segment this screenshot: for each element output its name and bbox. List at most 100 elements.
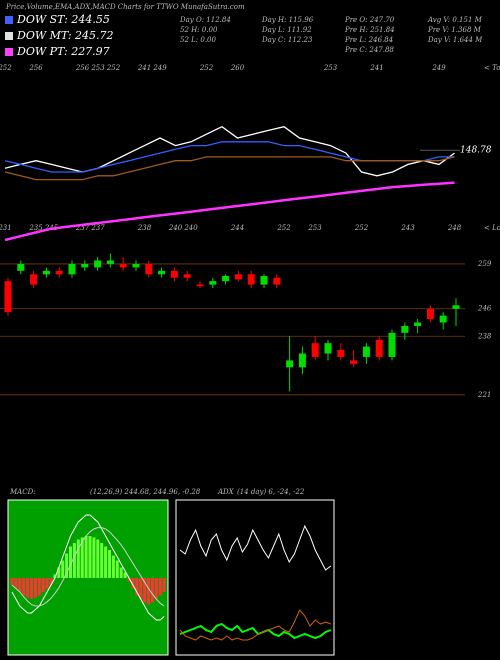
- histogram-bar: [150, 578, 154, 603]
- candle-body: [17, 263, 25, 271]
- candle-body: [452, 305, 460, 309]
- candle-body: [286, 360, 294, 368]
- legend-text: DOW MT: 245.72: [16, 29, 114, 42]
- legend-swatch: [5, 16, 13, 24]
- panel-title: MACD:: [9, 488, 36, 496]
- stat-text: Avg V: 0.151 M: [427, 16, 483, 24]
- y-tick-label: 221: [477, 391, 491, 399]
- top-label: 249: [431, 64, 446, 72]
- histogram-bar: [53, 574, 57, 578]
- histogram-bar: [33, 578, 37, 598]
- top-label: 241: [369, 64, 383, 72]
- candle-body: [375, 339, 383, 357]
- stat-text: Day L: 111.92: [261, 26, 312, 34]
- candle-body: [196, 284, 204, 287]
- legend-text: DOW ST: 244.55: [16, 13, 110, 26]
- candle-body: [132, 263, 140, 268]
- panel-params: (12,26,9) 244.68, 244.96, -0.28: [90, 488, 201, 496]
- top-label: 249: [152, 64, 167, 72]
- histogram-bar: [65, 553, 69, 578]
- macd-line: [11, 527, 165, 607]
- histogram-bar: [96, 539, 100, 578]
- histogram-bar: [162, 578, 166, 592]
- stat-text: Pre H: 251.84: [344, 26, 395, 34]
- histogram-bar: [14, 578, 18, 589]
- candle-body: [439, 315, 447, 323]
- histogram-bar: [139, 578, 143, 599]
- panel-title: ADX: [217, 488, 235, 496]
- stat-text: 52 H: 0.00: [180, 26, 218, 34]
- candle-body: [4, 281, 12, 313]
- adx-line: [179, 622, 332, 640]
- legend-swatch: [5, 48, 13, 56]
- candle-body: [273, 277, 281, 285]
- low-label: 237: [90, 224, 105, 232]
- candle-body: [298, 353, 306, 368]
- histogram-bar: [119, 567, 123, 578]
- histogram-bar: [127, 578, 131, 582]
- histogram-bar: [108, 550, 111, 578]
- stat-text: Pre O: 247.70: [344, 16, 395, 24]
- ema-line: [4, 156, 455, 181]
- histogram-bar: [61, 560, 65, 578]
- candle-body: [426, 308, 434, 320]
- candle-body: [401, 325, 409, 333]
- low-label: 237: [75, 224, 90, 232]
- top-label: 252: [0, 64, 12, 72]
- histogram-bar: [80, 537, 84, 578]
- candle-body: [337, 350, 345, 357]
- ema-line: [4, 181, 455, 242]
- top-label: 252: [199, 64, 214, 72]
- candle-body: [158, 270, 166, 275]
- candle-body: [260, 276, 268, 285]
- candle-body: [414, 322, 422, 326]
- top-label: 253: [323, 64, 338, 72]
- candle-body: [234, 274, 242, 280]
- candle-body: [55, 270, 63, 275]
- panel: [7, 499, 169, 656]
- candle-body: [119, 263, 127, 268]
- histogram-bar: [115, 560, 119, 578]
- histogram-bar: [135, 578, 139, 596]
- histogram-bar: [57, 567, 61, 578]
- low-label: 240: [168, 224, 183, 232]
- top-label: 256: [75, 64, 90, 72]
- candle-body: [247, 274, 255, 285]
- candle-body: [30, 274, 38, 285]
- histogram-bar: [104, 546, 108, 578]
- y-tick-label: 238: [477, 332, 492, 340]
- histogram-bar: [154, 578, 158, 599]
- top-label: 256: [28, 64, 43, 72]
- low-label: 244: [230, 224, 244, 232]
- low-label: 238: [137, 224, 152, 232]
- histogram-bar: [30, 578, 33, 599]
- top-label: 253: [90, 64, 105, 72]
- histogram-bar: [111, 555, 115, 578]
- stat-text: Day O: 112.84: [179, 16, 231, 24]
- histogram-bar: [22, 578, 26, 596]
- legend-text: DOW PT: 227.97: [16, 45, 110, 58]
- page-title: Price,Volume,EMA,ADX,MACD Charts for TTW…: [5, 3, 245, 11]
- histogram-bar: [45, 578, 49, 589]
- histogram-bar: [92, 537, 96, 578]
- low-label: 252: [276, 224, 291, 232]
- stat-text: Day H: 115.96: [261, 16, 314, 24]
- stat-text: Pre L: 246.84: [344, 36, 393, 44]
- macd-line: [11, 514, 165, 621]
- candle-body: [68, 263, 76, 275]
- candle-body: [106, 260, 114, 264]
- candle-body: [183, 274, 191, 278]
- top-label: 260: [230, 64, 245, 72]
- price-label: 148.78: [460, 146, 492, 156]
- histogram-bar: [88, 536, 92, 578]
- histogram-bar: [100, 543, 104, 578]
- histogram-bar: [143, 578, 147, 603]
- candle-body: [311, 343, 319, 357]
- low-label: 231: [0, 224, 12, 232]
- low-label: 253: [307, 224, 322, 232]
- stat-text: 52 L: 0.00: [180, 36, 216, 44]
- histogram-bar: [131, 578, 135, 589]
- histogram-bar: [37, 578, 41, 596]
- stat-text: Pre C: 247.88: [344, 46, 394, 54]
- candle-body: [209, 281, 217, 285]
